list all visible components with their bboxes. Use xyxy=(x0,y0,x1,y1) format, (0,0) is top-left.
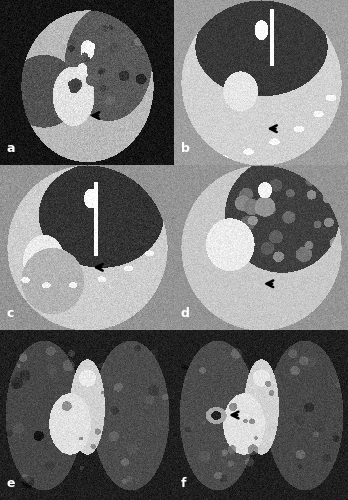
Text: f: f xyxy=(181,477,187,490)
Text: c: c xyxy=(7,307,14,320)
Text: e: e xyxy=(7,477,15,490)
Text: a: a xyxy=(7,142,15,155)
Text: b: b xyxy=(181,142,190,155)
Text: d: d xyxy=(181,307,190,320)
